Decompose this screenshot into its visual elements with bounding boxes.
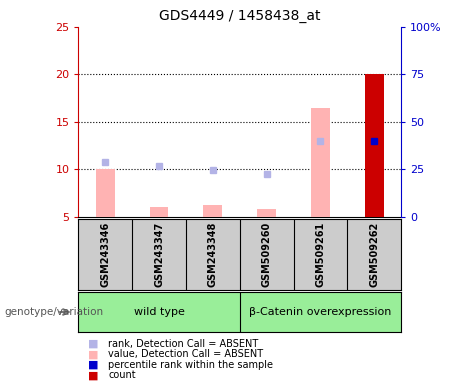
Text: wild type: wild type <box>134 307 184 317</box>
Bar <box>257 209 276 217</box>
Text: percentile rank within the sample: percentile rank within the sample <box>108 360 273 370</box>
Text: ■: ■ <box>88 339 98 349</box>
Text: ■: ■ <box>88 370 98 380</box>
Text: GSM509262: GSM509262 <box>369 222 379 287</box>
Text: count: count <box>108 370 136 380</box>
Text: ■: ■ <box>88 360 98 370</box>
Text: GSM243348: GSM243348 <box>208 222 218 287</box>
Text: genotype/variation: genotype/variation <box>5 307 104 317</box>
Text: GSM509260: GSM509260 <box>261 222 272 287</box>
Text: GSM509261: GSM509261 <box>315 222 325 287</box>
Bar <box>150 207 168 217</box>
Bar <box>203 205 222 217</box>
Bar <box>365 74 384 217</box>
Bar <box>96 169 115 217</box>
Text: rank, Detection Call = ABSENT: rank, Detection Call = ABSENT <box>108 339 259 349</box>
Text: GSM243346: GSM243346 <box>100 222 110 287</box>
Text: value, Detection Call = ABSENT: value, Detection Call = ABSENT <box>108 349 263 359</box>
Text: ■: ■ <box>88 349 98 359</box>
Text: GSM243347: GSM243347 <box>154 222 164 287</box>
Bar <box>311 108 330 217</box>
Text: β-Catenin overexpression: β-Catenin overexpression <box>249 307 391 317</box>
Title: GDS4449 / 1458438_at: GDS4449 / 1458438_at <box>159 9 320 23</box>
